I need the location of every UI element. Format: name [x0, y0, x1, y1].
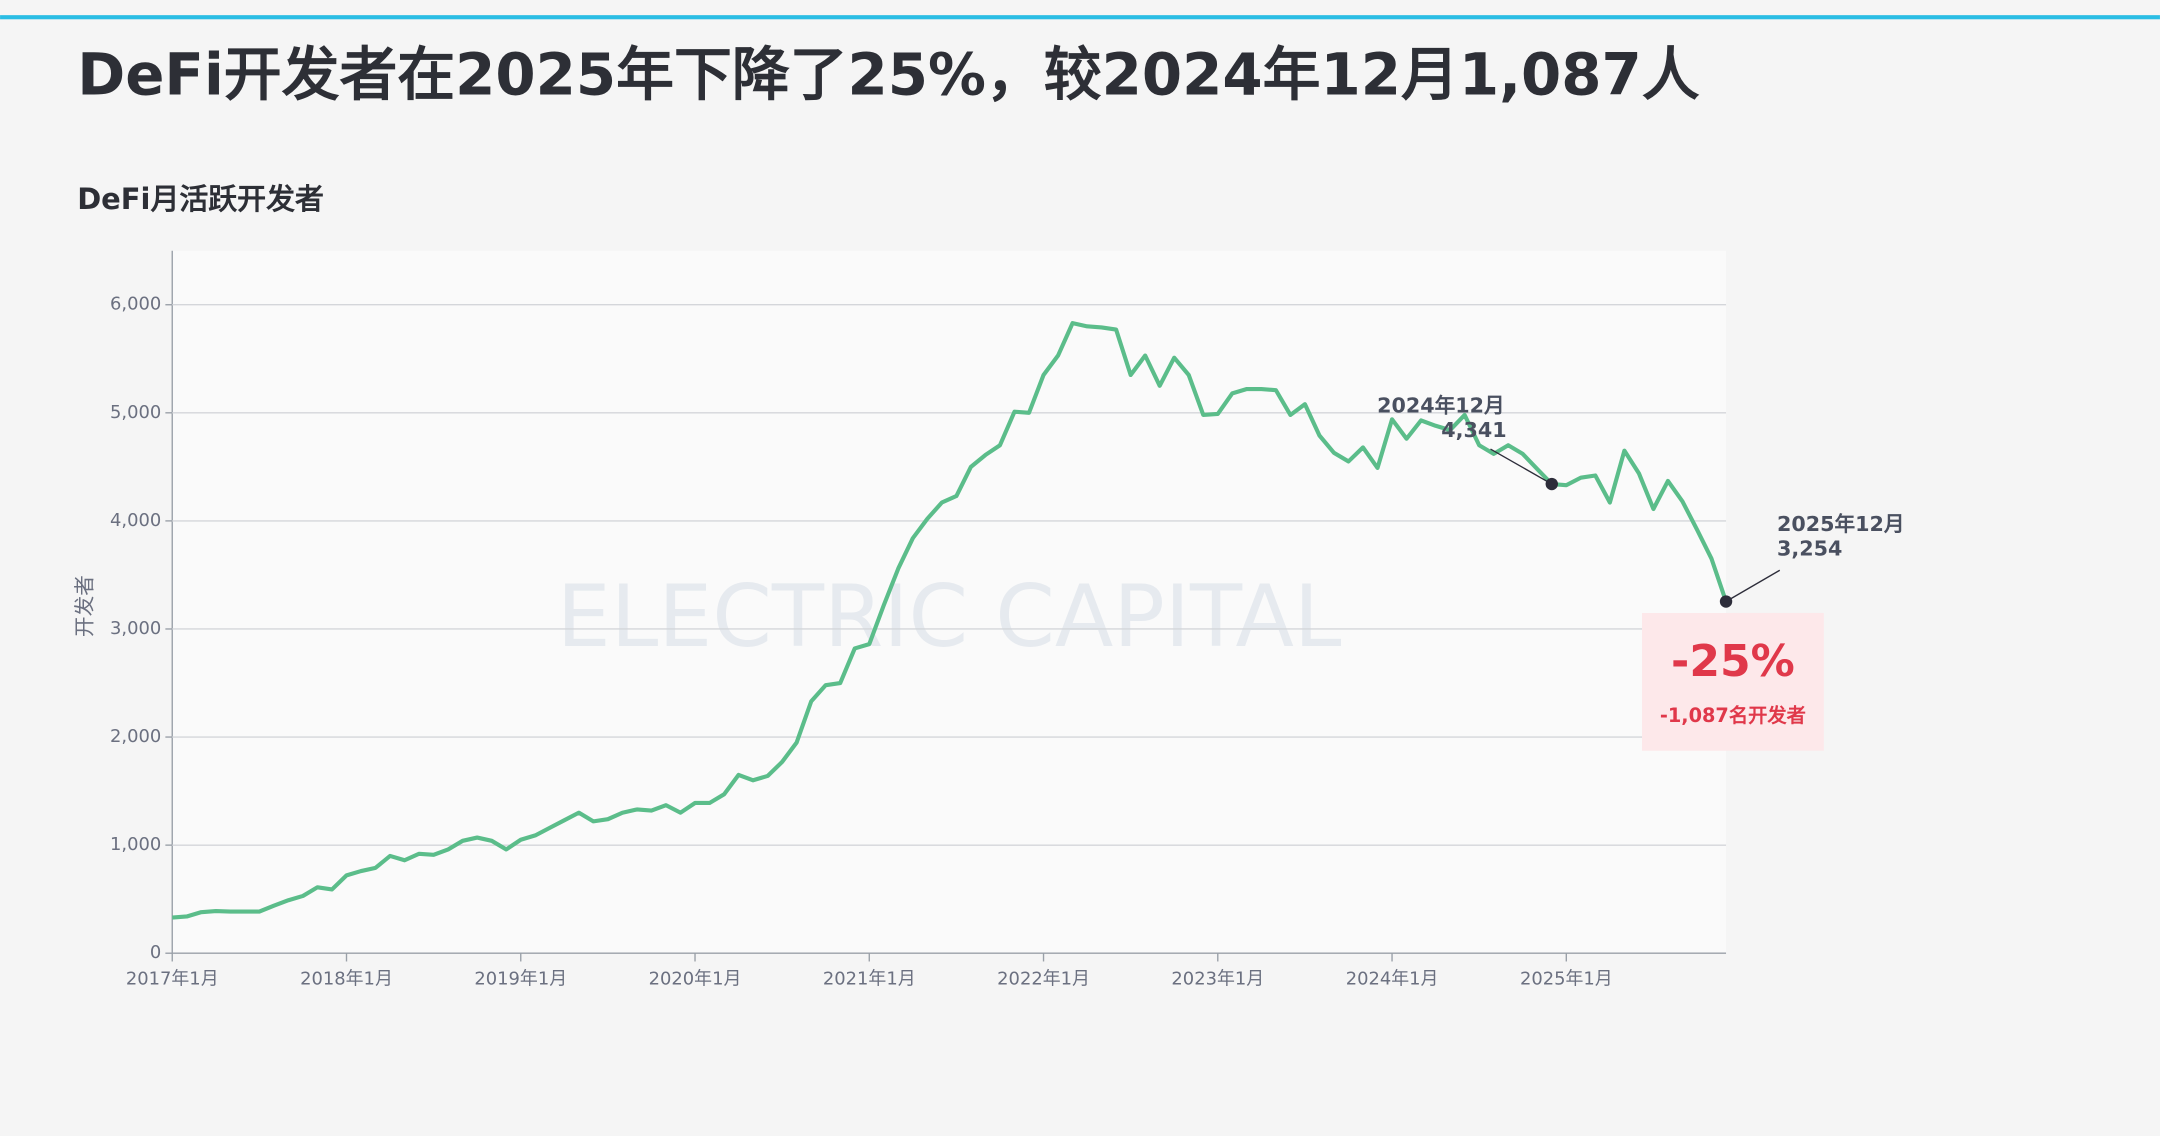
annotation-dot: [1719, 595, 1733, 608]
callout-text: -25%: [1671, 636, 1795, 687]
callout-box: [1642, 612, 1824, 751]
y-axis-label: 开发者: [72, 575, 96, 637]
x-tick-label: 2018年1月: [300, 968, 393, 989]
y-tick-label: 3,000: [110, 618, 161, 639]
annotation-leader: [1725, 569, 1781, 603]
annotation-value: 3,254: [1777, 537, 1842, 561]
x-tick-label: 2022年1月: [997, 968, 1090, 989]
annotation-leader: [1490, 448, 1553, 485]
y-tick-label: 4,000: [110, 510, 161, 531]
x-tick-label: 2023年1月: [1171, 968, 1264, 989]
chart-subtitle: DeFi月活跃开发者: [77, 182, 324, 216]
y-tick-label: 2,000: [110, 726, 161, 747]
data-line: [172, 321, 1728, 920]
annotation-dot: [1545, 477, 1558, 491]
y-tick-label: 5,000: [110, 402, 161, 423]
plot-area: [172, 250, 1727, 954]
x-tick-label: 2017年1月: [126, 968, 219, 989]
x-tick-label: 2020年1月: [649, 968, 742, 989]
x-tick-label: 2019年1月: [474, 968, 567, 989]
chart-title: DeFi开发者在2025年下降了25%，较2024年12月1,087人: [77, 41, 1700, 109]
watermark: ELECTRIC CAPITAL: [557, 568, 1342, 667]
y-tick-label: 6,000: [110, 294, 161, 315]
x-tick-label: 2021年1月: [823, 968, 916, 989]
annotation-date: 2024年12月: [1377, 393, 1505, 417]
y-tick-label: 1,000: [110, 834, 161, 855]
annotation-value: 4,341: [1441, 418, 1506, 442]
annotation-date: 2025年12月: [1777, 512, 1905, 536]
y-tick-label: 0: [150, 942, 161, 963]
callout-subtext: -1,087名开发者: [1660, 704, 1806, 727]
top-bar: [0, 15, 2160, 20]
x-tick-label: 2024年1月: [1346, 968, 1439, 989]
x-tick-label: 2025年1月: [1520, 968, 1613, 989]
